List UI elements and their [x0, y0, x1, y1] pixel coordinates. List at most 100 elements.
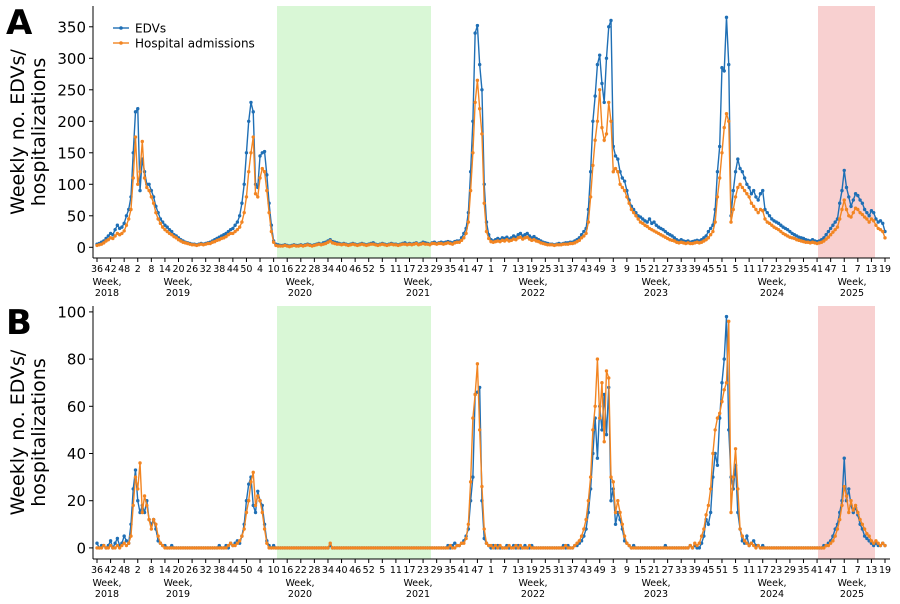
data-point — [269, 229, 274, 234]
data-point — [751, 188, 756, 193]
data-point — [756, 210, 760, 215]
x-tick-label: 39 — [689, 565, 701, 576]
data-point — [588, 195, 593, 199]
data-point — [115, 543, 120, 548]
data-point — [704, 234, 708, 238]
data-point — [498, 543, 502, 548]
x-group-label: Week, — [757, 578, 786, 589]
x-tick-label: 35 — [797, 565, 809, 576]
data-point — [670, 234, 674, 238]
data-point — [754, 207, 758, 212]
data-point — [244, 510, 249, 515]
shaded-period — [277, 306, 431, 559]
x-tick-label: 35 — [797, 264, 809, 275]
x-tick-label: 48 — [118, 565, 130, 576]
x-tick-label: 19 — [879, 264, 891, 275]
data-point — [629, 207, 634, 212]
panel-label: B — [6, 303, 32, 343]
y-tick-label: 80 — [67, 351, 86, 369]
data-point — [779, 223, 783, 227]
x-tick-label: 19 — [879, 565, 891, 576]
data-point — [525, 231, 529, 236]
data-point — [115, 536, 120, 541]
data-point — [758, 192, 763, 196]
data-point — [122, 229, 126, 233]
data-point — [247, 499, 251, 503]
data-point — [724, 314, 729, 319]
data-point — [627, 201, 631, 205]
data-point — [131, 503, 135, 508]
x-tick-label: 37 — [566, 264, 578, 275]
data-point — [256, 494, 260, 498]
x-tick-label: 46 — [349, 565, 361, 576]
data-point — [699, 534, 704, 538]
data-point — [122, 221, 126, 226]
x-group-label: 2019 — [166, 589, 190, 600]
data-point — [770, 223, 774, 227]
data-point — [607, 100, 611, 105]
data-point — [731, 475, 735, 479]
x-tick-label: 31 — [553, 565, 565, 576]
data-point — [842, 168, 846, 173]
data-point — [751, 539, 756, 543]
data-point — [613, 154, 618, 158]
x-tick-label: 47 — [825, 565, 837, 576]
x-tick-label: 22 — [295, 264, 307, 275]
data-point — [761, 543, 765, 548]
data-point — [597, 53, 602, 57]
data-point — [851, 508, 855, 512]
data-point — [736, 487, 740, 491]
data-point — [226, 543, 231, 548]
data-point — [595, 119, 600, 123]
data-point — [145, 503, 149, 508]
data-point — [828, 232, 833, 237]
data-point — [262, 169, 267, 174]
x-tick-label: 44 — [227, 565, 239, 576]
data-point — [242, 182, 246, 186]
x-tick-label: 32 — [200, 264, 212, 275]
data-point — [602, 100, 606, 105]
x-tick-label: 29 — [784, 264, 796, 275]
data-point — [253, 503, 258, 508]
data-point — [871, 541, 876, 545]
legend-label: Hospital admissions — [135, 37, 255, 51]
data-point — [693, 541, 697, 545]
data-point — [835, 527, 840, 531]
data-point — [842, 198, 846, 202]
y-axis-title: Weekly no. EDVs/ — [7, 49, 29, 215]
data-point — [756, 198, 760, 202]
y-tick-label: 20 — [67, 492, 86, 510]
data-point — [745, 541, 749, 545]
data-point — [835, 225, 840, 229]
data-point — [604, 432, 609, 437]
data-point — [826, 235, 831, 239]
x-tick-label: 5 — [733, 264, 739, 275]
x-group-label: Week, — [518, 578, 547, 589]
data-point — [718, 176, 722, 180]
data-point — [720, 381, 724, 385]
x-tick-label: 36 — [91, 565, 103, 576]
data-point — [570, 546, 575, 550]
data-point — [124, 223, 129, 227]
data-point — [749, 541, 754, 545]
data-point — [745, 534, 749, 538]
data-point — [747, 543, 751, 548]
data-point — [163, 227, 167, 232]
data-point — [233, 543, 237, 548]
data-point — [740, 185, 745, 190]
data-point — [231, 226, 235, 231]
x-tick-label: 19 — [526, 565, 538, 576]
data-point — [742, 539, 747, 543]
data-point — [838, 201, 842, 205]
data-point — [108, 543, 113, 548]
x-tick-label: 43 — [580, 264, 592, 275]
x-tick-label: 25 — [539, 264, 551, 275]
shaded-period — [277, 6, 431, 258]
data-point — [265, 173, 269, 177]
data-point — [828, 541, 833, 545]
data-point — [840, 188, 844, 193]
data-point — [745, 182, 749, 186]
data-point — [715, 169, 720, 174]
